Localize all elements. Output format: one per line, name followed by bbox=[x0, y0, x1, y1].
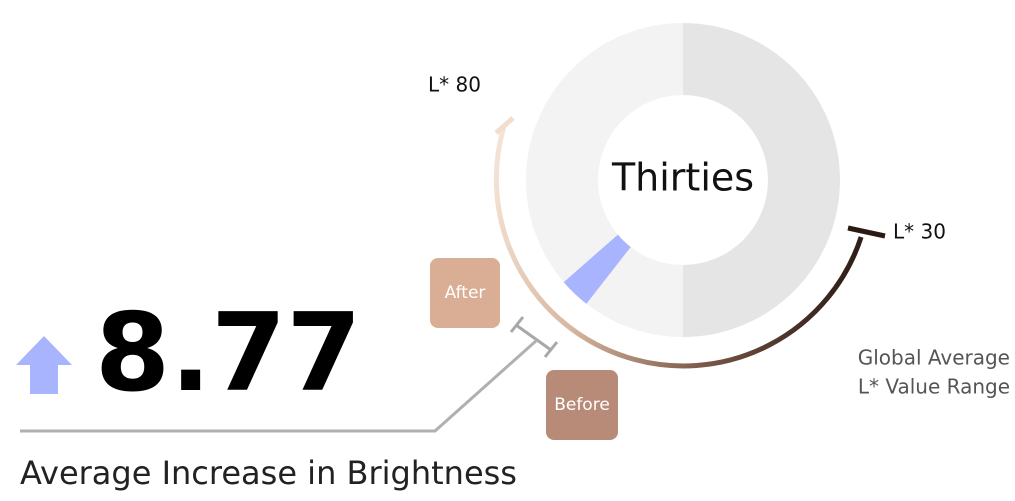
after-box bbox=[430, 258, 500, 328]
range-cap-low bbox=[847, 225, 886, 239]
range-title: L* Value Range bbox=[858, 375, 1010, 399]
range-arc bbox=[493, 124, 864, 369]
shift-marker bbox=[509, 316, 559, 358]
range-high: L* 80 bbox=[428, 73, 481, 97]
donut-wedge bbox=[563, 234, 631, 304]
caption: Average Increase in Brightness bbox=[20, 454, 517, 492]
after-label: After bbox=[445, 283, 486, 303]
before-label: Before bbox=[554, 395, 610, 415]
range-low: L* 30 bbox=[893, 220, 946, 244]
donut-left bbox=[526, 23, 683, 337]
value: 8.77 bbox=[95, 291, 361, 416]
leader-line bbox=[20, 338, 538, 433]
before-box bbox=[546, 370, 618, 440]
range-title: Global Average bbox=[858, 346, 1010, 370]
range-cap-high bbox=[494, 116, 515, 135]
center-label: Thirties bbox=[611, 156, 754, 200]
up-arrow bbox=[16, 336, 72, 394]
donut-right bbox=[683, 23, 840, 337]
